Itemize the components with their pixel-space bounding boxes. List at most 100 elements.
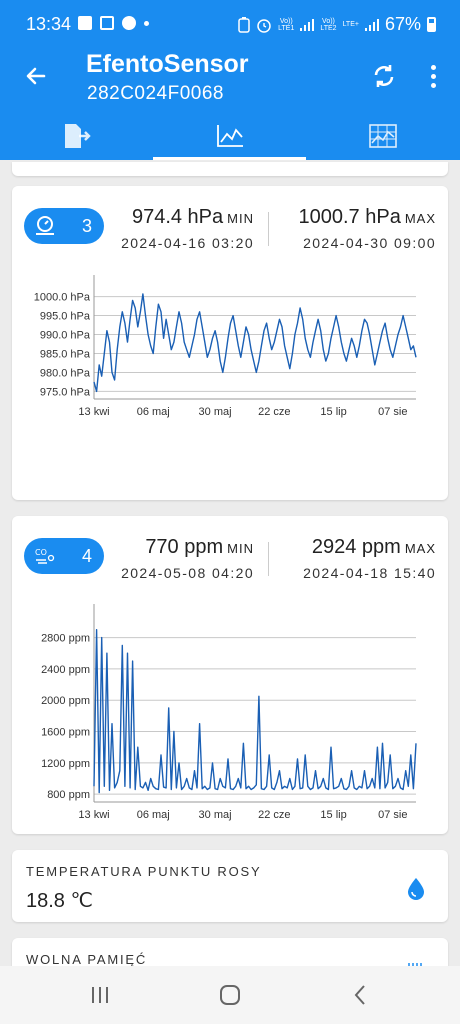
alarm-icon bbox=[257, 18, 271, 33]
system-nav-bar bbox=[0, 966, 460, 1024]
pressure-slot-chip[interactable]: 3 bbox=[24, 208, 104, 244]
tab-export[interactable] bbox=[0, 112, 153, 160]
more-vert-icon bbox=[430, 64, 436, 70]
x-tick-label: 22 cze bbox=[258, 406, 290, 418]
co2-slot-chip[interactable]: CO 4 bbox=[24, 538, 104, 574]
co2-icon: CO bbox=[35, 548, 55, 564]
system-back-button[interactable] bbox=[340, 978, 380, 1012]
y-tick-label: 1200 ppm bbox=[41, 758, 90, 770]
y-tick-label: 800 ppm bbox=[47, 789, 90, 801]
co2-slot-number: 4 bbox=[82, 545, 93, 566]
battery-icon bbox=[427, 17, 436, 32]
y-tick-label: 980.0 hPa bbox=[40, 367, 91, 379]
status-right: Vo)) LTE1 Vo)) LTE2 LTE+ 67% bbox=[238, 14, 436, 35]
back-button[interactable] bbox=[18, 58, 54, 94]
more-options-button[interactable] bbox=[418, 58, 448, 94]
y-tick-label: 1000.0 hPa bbox=[34, 292, 91, 304]
dew-point-title: TEMPERATURA PUNKTU ROSY bbox=[26, 864, 262, 879]
pressure-gauge-icon bbox=[36, 216, 54, 235]
page-title: EfentoSensor bbox=[86, 50, 249, 78]
pressure-slot-number: 3 bbox=[82, 215, 93, 236]
pressure-max-value: 1000.7 hPa bbox=[298, 206, 401, 228]
k-app-icon bbox=[100, 16, 114, 30]
y-tick-label: 1600 ppm bbox=[41, 727, 90, 739]
x-tick-label: 30 maj bbox=[199, 406, 232, 418]
network-type-2: LTE+ bbox=[342, 21, 359, 28]
co2-max: 2924 ppm MAX 2024-04-18 15:40 bbox=[303, 536, 436, 581]
line-chart-icon bbox=[216, 125, 243, 147]
sync-icon bbox=[374, 65, 394, 87]
co2-max-value: 2924 ppm bbox=[311, 536, 401, 558]
pressure-min: 974.4 hPa MIN 2024-04-16 03:20 bbox=[121, 206, 254, 251]
refresh-button[interactable] bbox=[366, 58, 402, 94]
x-tick-label: 22 cze bbox=[258, 809, 290, 821]
svg-text:CO: CO bbox=[35, 548, 47, 557]
x-tick-label: 07 sie bbox=[378, 809, 407, 821]
chevron-left-icon bbox=[354, 985, 365, 1005]
stat-divider bbox=[268, 542, 269, 576]
battery-saver-icon bbox=[238, 16, 250, 33]
y-tick-label: 995.0 hPa bbox=[40, 311, 91, 323]
co2-min-value: 770 ppm bbox=[145, 536, 224, 558]
signal-1-icon bbox=[300, 18, 315, 31]
co2-min-label: MIN bbox=[227, 541, 254, 556]
cloud-sync-icon bbox=[122, 16, 136, 30]
network-label-2: Vo)) LTE2 bbox=[320, 17, 337, 32]
dew-point-card: TEMPERATURA PUNKTU ROSY 18.8 ℃ bbox=[12, 850, 448, 922]
signal-2-icon bbox=[364, 18, 379, 31]
pressure-max: 1000.7 hPa MAX 2024-04-30 09:00 bbox=[299, 206, 437, 251]
status-time: 13:34 bbox=[26, 14, 72, 34]
co2-max-date: 2024-04-18 15:40 bbox=[303, 565, 436, 581]
app-bar: EfentoSensor 282C024F0068 bbox=[0, 50, 460, 160]
home-button[interactable] bbox=[210, 978, 250, 1012]
stat-divider bbox=[268, 212, 269, 246]
pressure-max-label: MAX bbox=[404, 211, 436, 226]
x-tick-label: 06 maj bbox=[137, 406, 170, 418]
y-tick-label: 2400 ppm bbox=[41, 664, 90, 676]
co2-max-label: MAX bbox=[404, 541, 436, 556]
pressure-max-date: 2024-04-30 09:00 bbox=[303, 235, 436, 251]
gallery-icon bbox=[78, 16, 92, 30]
water-drop-icon bbox=[408, 878, 424, 900]
home-icon bbox=[220, 985, 240, 1005]
tab-line-chart[interactable] bbox=[153, 112, 306, 160]
dew-point-value: 18.8 ℃ bbox=[26, 890, 93, 912]
tab-indicator bbox=[153, 157, 306, 160]
co2-min: 770 ppm MIN 2024-05-08 04:20 bbox=[121, 536, 254, 581]
x-tick-label: 06 maj bbox=[137, 809, 170, 821]
pressure-min-value: 974.4 hPa bbox=[131, 206, 224, 228]
recent-apps-button[interactable] bbox=[80, 978, 120, 1012]
y-tick-label: 990.0 hPa bbox=[40, 330, 91, 342]
tab-grid-chart[interactable] bbox=[306, 112, 459, 160]
memory-title: WOLNA PAMIĘĆ bbox=[26, 952, 148, 967]
x-tick-label: 15 lip bbox=[320, 406, 346, 418]
network-label-1: Vo)) LTE1 bbox=[278, 17, 295, 32]
co2-card: CO 4 770 ppm MIN 2024-05-08 04:20 2924 pp… bbox=[12, 516, 448, 834]
previous-card-bottom bbox=[12, 162, 448, 176]
battery-percent: 67% bbox=[384, 14, 421, 34]
y-tick-label: 2800 ppm bbox=[41, 633, 90, 645]
x-tick-label: 15 lip bbox=[320, 809, 346, 821]
notification-icons bbox=[78, 16, 149, 30]
y-tick-label: 985.0 hPa bbox=[40, 348, 91, 360]
series-line bbox=[93, 293, 417, 393]
series-line bbox=[93, 629, 417, 794]
more-notifications-dot bbox=[144, 20, 149, 26]
pressure-card: 3 974.4 hPa MIN 2024-04-16 03:20 1000.7 h… bbox=[12, 186, 448, 500]
recent-apps-icon bbox=[92, 987, 108, 1003]
y-tick-label: 2000 ppm bbox=[41, 695, 90, 707]
pressure-chart[interactable]: 1000.0 hPa 995.0 hPa 990.0 hPa 985.0 hPa 980… bbox=[12, 266, 448, 490]
grid-chart-icon bbox=[368, 124, 397, 148]
status-bar: 13:34 Vo)) LTE1 Vo)) LTE2 LTE+ 67% bbox=[0, 0, 460, 50]
x-tick-label: 13 kwi bbox=[78, 809, 109, 821]
x-tick-label: 30 maj bbox=[199, 809, 232, 821]
export-document-icon bbox=[64, 124, 91, 148]
pressure-min-date: 2024-04-16 03:20 bbox=[121, 235, 254, 251]
device-serial: 282C024F0068 bbox=[87, 83, 224, 104]
pressure-min-label: MIN bbox=[227, 211, 254, 226]
arrow-back-icon bbox=[26, 67, 46, 85]
co2-chart[interactable]: 2800 ppm 2400 ppm 2000 ppm 1600 ppm 1200 ppm… bbox=[12, 596, 448, 824]
co2-min-date: 2024-05-08 04:20 bbox=[121, 565, 254, 581]
x-tick-label: 07 sie bbox=[378, 406, 407, 418]
x-tick-label: 13 kwi bbox=[78, 406, 109, 418]
